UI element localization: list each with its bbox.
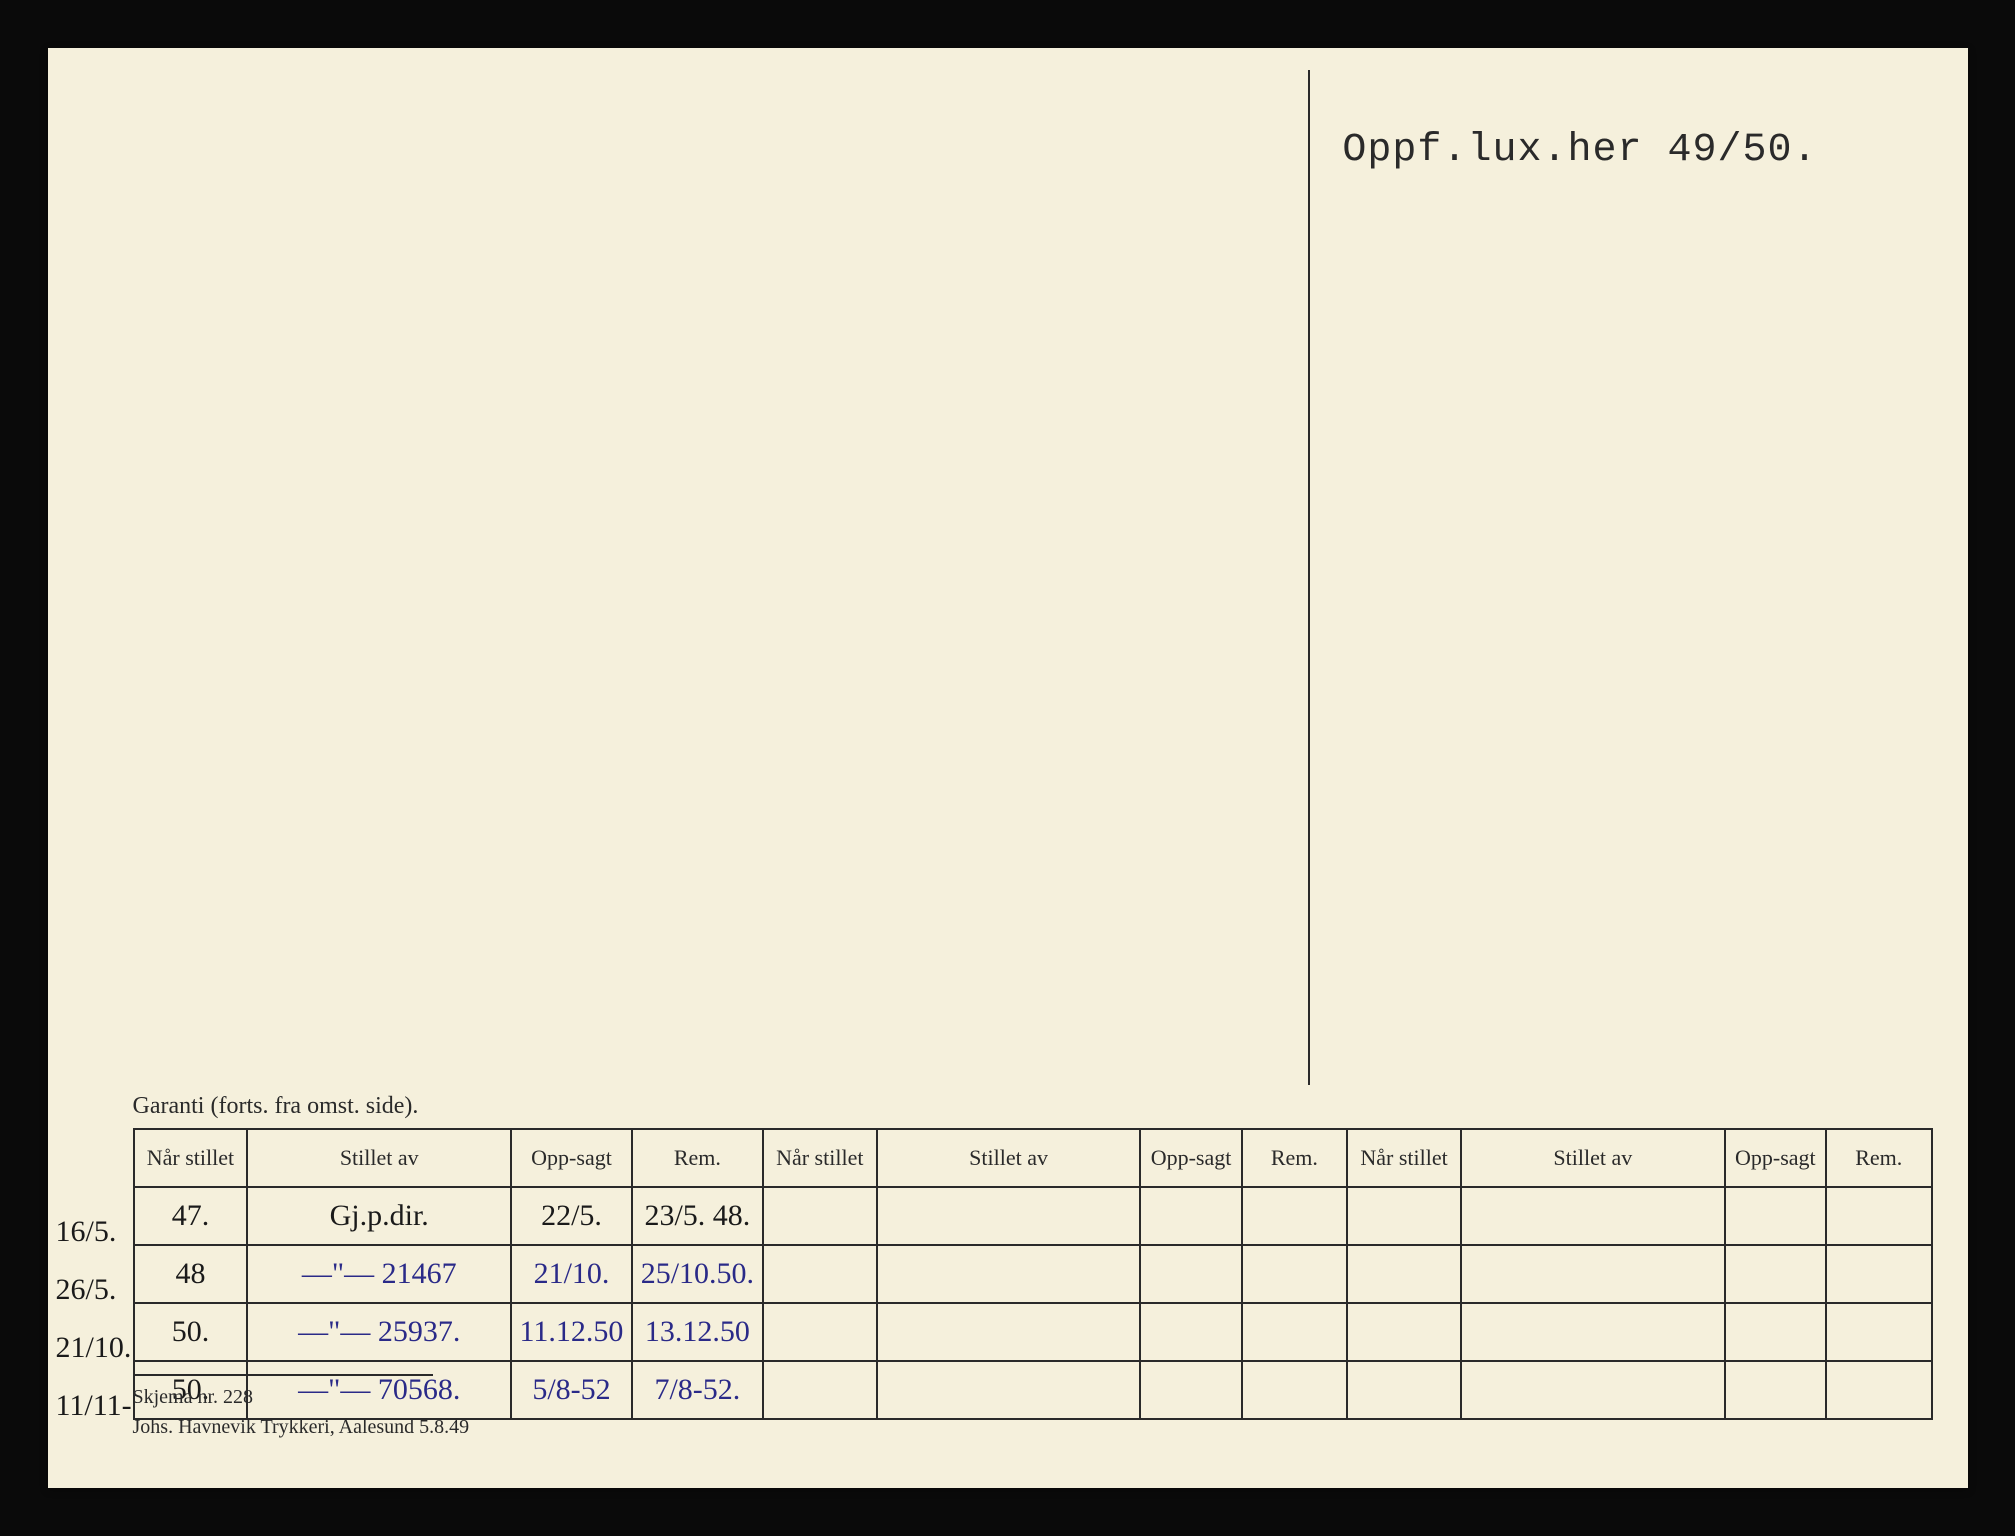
- cell-rem: 23/5. 48.: [644, 1199, 750, 1232]
- document-card: Oppf.lux.her 49/50. Garanti (forts. fra …: [48, 48, 1968, 1488]
- cell-oppsagt: 21/10.: [534, 1257, 610, 1290]
- table-row: 48 —"— 21467 21/10. 25/10.50.: [134, 1245, 1932, 1303]
- cell-oppsagt: 11.12.50: [520, 1315, 624, 1348]
- form-number: Skjema nr. 228: [133, 1382, 470, 1412]
- cell-nar: 50.: [172, 1315, 210, 1348]
- cell-rem: 13.12.50: [645, 1315, 750, 1348]
- col-stillet-av: Stillet av: [247, 1129, 511, 1187]
- col-nar-stillet: Når stillet: [763, 1129, 877, 1187]
- header-typewritten: Oppf.lux.her 49/50.: [1342, 128, 1817, 173]
- col-rem: Rem.: [1826, 1129, 1932, 1187]
- col-nar-stillet: Når stillet: [1347, 1129, 1461, 1187]
- col-opp-sagt: Opp-sagt: [511, 1129, 632, 1187]
- cell-stillet: —"— 21467: [302, 1257, 457, 1290]
- margin-date: 16/5.: [56, 1203, 132, 1261]
- cell-rem: 25/10.50.: [641, 1257, 754, 1290]
- margin-handwritten-dates: 16/5. 26/5. 21/10. 11/11-: [56, 1203, 132, 1435]
- col-nar-stillet: Når stillet: [134, 1129, 248, 1187]
- cell-stillet: Gj.p.dir.: [330, 1199, 429, 1232]
- table-title: Garanti (forts. fra omst. side).: [133, 1093, 419, 1120]
- col-stillet-av: Stillet av: [877, 1129, 1141, 1187]
- cell-nar: 48: [175, 1257, 205, 1290]
- table-row: 47. Gj.p.dir. 22/5. 23/5. 48.: [134, 1187, 1932, 1245]
- col-rem: Rem.: [632, 1129, 763, 1187]
- margin-date: 21/10.: [56, 1319, 132, 1377]
- cell-oppsagt: 22/5.: [541, 1199, 602, 1232]
- table-row: 50. —"— 25937. 11.12.50 13.12.50: [134, 1303, 1932, 1361]
- printer-credit: Johs. Havnevik Trykkeri, Aalesund 5.8.49: [133, 1412, 470, 1442]
- cell-rem: 7/8-52.: [654, 1373, 740, 1406]
- col-stillet-av: Stillet av: [1461, 1129, 1725, 1187]
- table-header-row: Når stillet Stillet av Opp-sagt Rem. Når…: [134, 1129, 1932, 1187]
- col-opp-sagt: Opp-sagt: [1140, 1129, 1241, 1187]
- col-opp-sagt: Opp-sagt: [1725, 1129, 1826, 1187]
- cell-stillet: —"— 25937.: [298, 1315, 460, 1348]
- cell-nar: 47.: [172, 1199, 210, 1232]
- footer-imprint: Skjema nr. 228 Johs. Havnevik Trykkeri, …: [133, 1374, 470, 1442]
- cell-oppsagt: 5/8-52: [532, 1373, 610, 1406]
- margin-date: 26/5.: [56, 1261, 132, 1319]
- margin-date: 11/11-: [56, 1377, 132, 1435]
- vertical-rule: [1308, 70, 1310, 1085]
- col-rem: Rem.: [1242, 1129, 1347, 1187]
- footer-rule: [133, 1374, 433, 1376]
